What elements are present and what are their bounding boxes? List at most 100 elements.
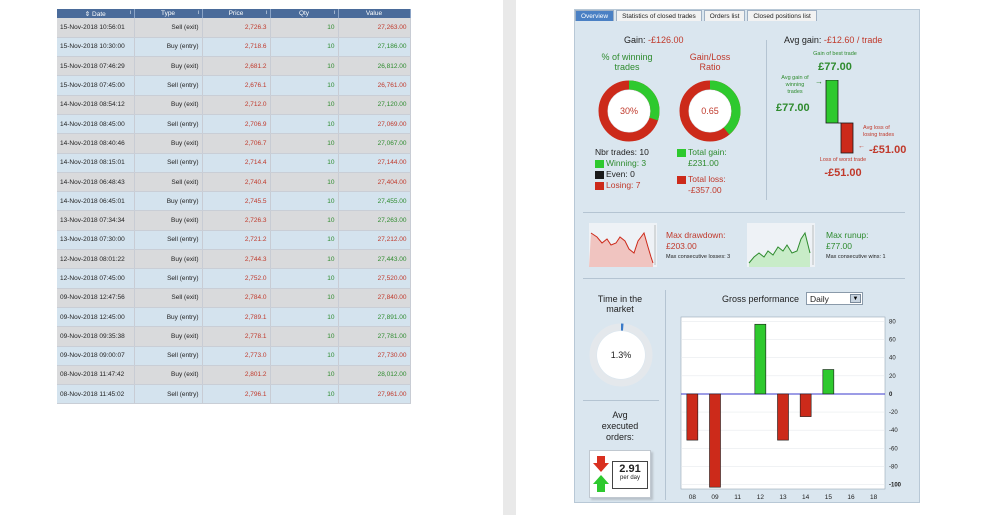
table-row[interactable]: 14-Nov-2018 08:45:00 Sell (entry) 2,706.9 1… xyxy=(57,114,411,135)
tab-overview[interactable]: Overview xyxy=(575,10,615,21)
cell-type: Sell (exit) xyxy=(134,18,203,38)
table-row[interactable]: 08-Nov-2018 11:47:42 Buy (exit) 2,801.2 10 2… xyxy=(57,365,411,386)
cell-value: 26,812.00 xyxy=(338,56,411,77)
table-row[interactable]: 09-Nov-2018 09:00:07 Sell (entry) 2,773.0 1… xyxy=(57,346,411,366)
tab-orders-list[interactable]: Orders list xyxy=(703,10,746,21)
cell-qty: 10 xyxy=(270,326,339,347)
cell-price: 2,801.2 xyxy=(202,365,271,386)
chart-bars xyxy=(686,323,835,488)
winning-title-line2: trades xyxy=(614,62,640,72)
cell-price: 2,712.0 xyxy=(202,95,271,115)
drawdown-label: Max drawdown: xyxy=(666,230,726,240)
avg-orders-line3: orders: xyxy=(605,432,634,442)
avg-gain-value: -£12.60 / trade xyxy=(823,35,883,45)
vertical-separator-2 xyxy=(665,290,666,500)
avg-loss-label: Avg loss of losing trades xyxy=(863,125,894,139)
cell-type: Buy (exit) xyxy=(134,56,203,77)
table-row[interactable]: 12-Nov-2018 08:01:22 Buy (exit) 2,744.3 10 2… xyxy=(57,249,411,270)
column-header-type[interactable]: Type ı xyxy=(134,9,203,18)
cell-qty: 10 xyxy=(270,288,339,308)
column-header-qty[interactable]: Qty ı xyxy=(270,9,339,18)
column-header-date[interactable]: ⇕ Date ı xyxy=(57,9,135,18)
table-row[interactable]: 15-Nov-2018 07:46:29 Buy (exit) 2,681.2 10 2… xyxy=(57,56,411,77)
cell-price: 2,706.9 xyxy=(202,114,271,135)
best-trade-bar xyxy=(825,80,839,124)
cell-qty: 10 xyxy=(270,268,339,289)
gain-loss-donut-gain-arc xyxy=(679,80,741,142)
table-row[interactable]: 08-Nov-2018 11:45:02 Sell (entry) 2,796.1 1… xyxy=(57,384,411,405)
arrow-right-icon: → xyxy=(815,77,823,86)
cell-value: 27,840.00 xyxy=(338,288,411,308)
y-tick-label: 60 xyxy=(889,338,896,344)
cell-type: Sell (entry) xyxy=(134,114,203,135)
cell-value: 27,520.00 xyxy=(338,268,411,289)
y-tick-label: -20 xyxy=(889,410,898,416)
cell-qty: 10 xyxy=(270,210,339,231)
tab-closed-positions-list[interactable]: Closed positions list xyxy=(747,10,817,21)
sort-arrow-icon: ⇕ xyxy=(84,10,93,18)
cell-value: 28,012.00 xyxy=(338,365,411,386)
cell-type: Sell (entry) xyxy=(134,75,203,96)
cell-type: Buy (exit) xyxy=(134,133,203,154)
cell-type: Sell (entry) xyxy=(134,153,203,173)
table-row[interactable]: 15-Nov-2018 07:45:00 Sell (entry) 2,676.1 1… xyxy=(57,75,411,96)
table-row[interactable]: 13-Nov-2018 07:34:34 Buy (exit) 2,726.3 10 2… xyxy=(57,210,411,231)
winning-title-line1: % of winning xyxy=(601,52,653,62)
cell-date: 08-Nov-2018 11:47:42 xyxy=(57,365,135,386)
worst-trade-label: Loss of worst trade xyxy=(819,157,867,163)
vertical-separator xyxy=(766,40,767,200)
table-row[interactable]: 12-Nov-2018 07:45:00 Sell (entry) 2,752.0 1… xyxy=(57,268,411,289)
avg-executed-orders-title: Avg executed orders: xyxy=(587,410,653,443)
red-square-icon xyxy=(595,181,604,190)
gain-loss-value: 0.65 xyxy=(701,106,719,116)
table-row[interactable]: 09-Nov-2018 12:45:00 Buy (entry) 2,789.1 10… xyxy=(57,307,411,328)
y-tick-label: -60 xyxy=(889,446,898,452)
cell-value: 27,069.00 xyxy=(338,114,411,135)
time-in-market-title: Time in the market xyxy=(587,294,653,314)
cell-date: 13-Nov-2018 07:30:00 xyxy=(57,230,135,251)
table-row[interactable]: 15-Nov-2018 10:56:01 Sell (exit) 2,726.3 10… xyxy=(57,18,411,38)
best-trade-value: £77.00 xyxy=(818,61,852,73)
table-row[interactable]: 14-Nov-2018 08:54:12 Buy (exit) 2,712.0 10 2… xyxy=(57,95,411,115)
table-row[interactable]: 09-Nov-2018 09:35:38 Buy (exit) 2,778.1 10 2… xyxy=(57,326,411,347)
bar-09 xyxy=(709,393,721,488)
chart-x-ticks: 08 09 11 12 13 14 15 16 18 xyxy=(689,494,878,501)
table-row[interactable]: 15-Nov-2018 10:30:00 Buy (entry) 2,718.6 10… xyxy=(57,37,411,58)
cell-qty: 10 xyxy=(270,133,339,154)
tab-statistics-closed-trades[interactable]: Statistics of closed trades xyxy=(616,10,702,21)
x-tick-label: 13 xyxy=(779,494,787,501)
cell-type: Sell (entry) xyxy=(134,230,203,251)
horizontal-separator-1 xyxy=(583,212,905,213)
cell-value: 26,761.00 xyxy=(338,75,411,96)
total-gain-label: Total gain: xyxy=(688,147,727,157)
column-header-price[interactable]: Price ı xyxy=(202,9,271,18)
y-tick-label: 0 xyxy=(889,392,893,398)
table-row[interactable]: 14-Nov-2018 06:48:43 Sell (exit) 2,740.4 10… xyxy=(57,172,411,193)
cell-price: 2,714.4 xyxy=(202,153,271,173)
table-row[interactable]: 09-Nov-2018 12:47:56 Sell (exit) 2,784.0 10… xyxy=(57,288,411,308)
x-tick-label: 14 xyxy=(802,494,810,501)
even-count-text: Even: 0 xyxy=(606,169,635,179)
avg-loss-value: -£51.00 xyxy=(869,144,907,156)
cell-price: 2,796.1 xyxy=(202,384,271,405)
cell-price: 2,676.1 xyxy=(202,75,271,96)
chevron-down-icon[interactable]: ▼ xyxy=(850,294,861,303)
cell-date: 09-Nov-2018 12:47:56 xyxy=(57,288,135,308)
avg-win-line3: trades xyxy=(787,89,803,95)
table-row[interactable]: 13-Nov-2018 07:30:00 Sell (entry) 2,721.2 1… xyxy=(57,230,411,251)
table-row[interactable]: 14-Nov-2018 06:45:01 Buy (entry) 2,745.5 10… xyxy=(57,191,411,212)
table-header: ⇕ Date ı Type ı Price ı Qty ı Value xyxy=(57,9,411,18)
bar-15 xyxy=(822,369,835,395)
cell-type: Buy (exit) xyxy=(134,326,203,347)
panel-divider[interactable] xyxy=(503,0,516,515)
column-header-value[interactable]: Value xyxy=(338,9,411,18)
x-tick-label: 09 xyxy=(711,494,719,501)
table-row[interactable]: 14-Nov-2018 08:40:46 Buy (exit) 2,706.7 10 2… xyxy=(57,133,411,154)
y-tick-label: -80 xyxy=(889,464,898,470)
cell-qty: 10 xyxy=(270,56,339,77)
table-row[interactable]: 14-Nov-2018 08:15:01 Sell (entry) 2,714.4 1… xyxy=(57,153,411,173)
total-loss-label: Total loss: xyxy=(688,174,726,184)
period-select[interactable]: Daily ▼ xyxy=(806,292,863,305)
tab-bar: Overview Statistics of closed trades Ord… xyxy=(575,10,819,21)
time-in-market-line1: Time in the xyxy=(597,294,643,304)
